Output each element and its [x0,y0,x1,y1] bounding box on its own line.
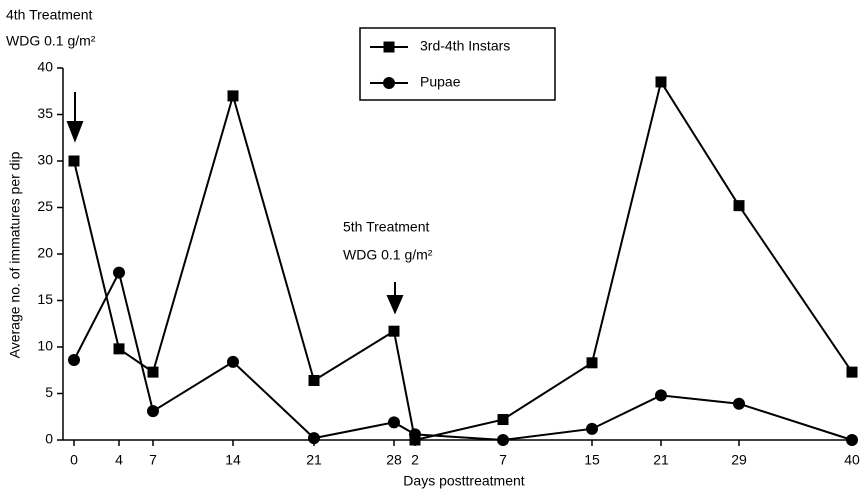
x-tick-label: 21 [653,452,669,468]
annotation: 4th Treatment [6,7,92,23]
marker [497,434,509,446]
marker [308,432,320,445]
x-tick-label: 15 [584,452,600,468]
annotation: 5th Treatment [343,219,429,235]
y-tick-label: 40 [37,59,53,75]
marker [586,357,598,369]
y-tick-label: 25 [37,198,53,214]
marker [308,374,320,386]
marker [846,366,858,378]
x-tick-label: 28 [386,452,402,468]
marker [655,76,667,88]
marker [655,389,667,402]
marker [586,422,598,435]
annotation: WDG 0.1 g/m² [6,33,96,49]
marker [383,77,395,89]
y-tick-label: 10 [37,338,53,354]
marker [388,416,400,429]
y-tick-label: 30 [37,152,53,168]
marker [409,428,421,441]
y-axis-label: Average no. of immatures per dip [7,151,23,358]
x-tick-label: 2 [411,452,419,468]
y-tick-label: 0 [45,431,53,447]
marker [147,366,159,378]
y-tick-label: 5 [45,384,53,400]
marker [497,414,509,426]
marker [383,41,395,53]
x-tick-label: 4 [115,452,123,468]
marker [388,325,400,337]
legend-label: Pupae [420,74,461,90]
x-tick-label: 14 [225,452,241,468]
marker [68,354,80,367]
arrow [66,92,404,315]
series-line [73,269,853,442]
x-tick-label: 21 [306,452,322,468]
marker [113,343,125,355]
marker [147,405,159,418]
x-tick-label: 29 [731,452,747,468]
legend-box [359,27,556,101]
marker [68,155,80,167]
marker [733,200,745,212]
y-tick-label: 20 [37,245,53,261]
annotation: WDG 0.1 g/m² [343,247,433,263]
x-tick-label: 0 [70,452,78,468]
legend-label: 3rd-4th Instars [420,38,510,54]
y-tick-label: 35 [37,105,53,121]
x-tick-label: 7 [499,452,507,468]
y-tick-label: 15 [37,291,53,307]
marker [113,266,125,279]
x-tick-label: 40 [844,452,860,468]
marker [846,434,858,446]
marker [733,397,745,410]
marker [227,355,239,368]
x-axis-label: Days posttreatment [403,473,524,489]
marker [227,90,239,102]
x-tick-label: 7 [149,452,157,468]
series-line [73,79,853,442]
